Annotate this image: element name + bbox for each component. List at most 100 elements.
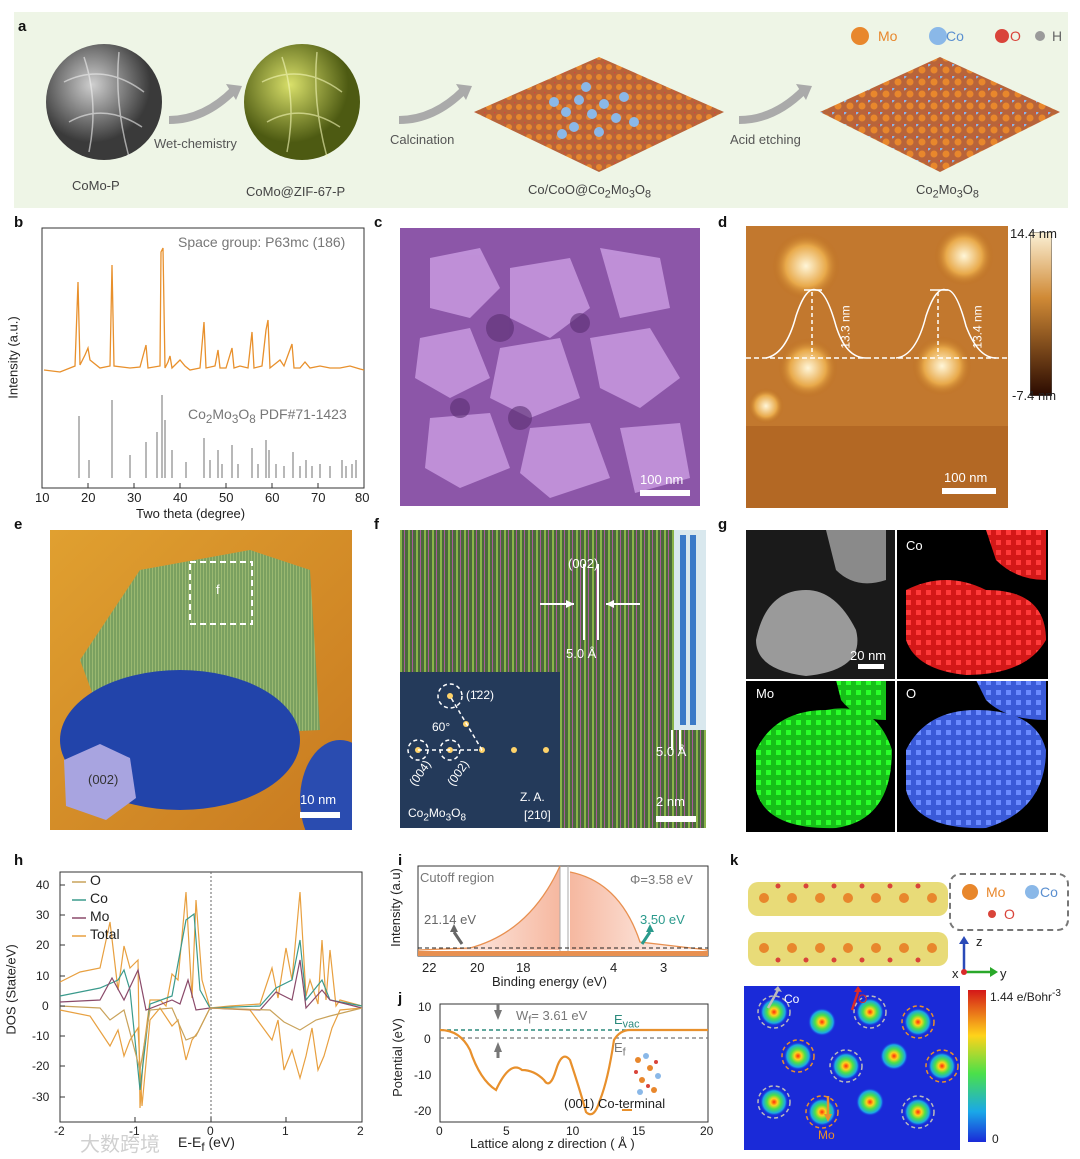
j-ytick-m20: -20 (414, 1104, 432, 1118)
b-xtick-40: 40 (173, 490, 188, 505)
k-legend-box (949, 873, 1069, 931)
b-ylabel: Intensity (a.u.) (5, 316, 21, 399)
j-xtick-20: 20 (700, 1124, 714, 1138)
i-phi: Φ=3.58 eV (630, 872, 693, 887)
k-charge-density (744, 986, 960, 1150)
arrow-3 (738, 84, 812, 124)
legend-o: O (1010, 28, 1021, 44)
k-axis-y: y (1000, 966, 1007, 981)
watermark: 大数跨境 (80, 1134, 160, 1156)
h-xtick-0: 0 (207, 1124, 214, 1138)
j-wf: Wf= 3.61 eV (516, 1008, 588, 1027)
i-xtick-18: 18 (516, 960, 531, 975)
step-acid-etching: Acid etching (730, 132, 801, 147)
stage-co2mo3o8: Co2Mo3O8 (916, 182, 979, 201)
h-legend-mo: Mo (90, 908, 110, 924)
f-za: Z. A. (520, 790, 545, 804)
panel-f-label: f (374, 516, 379, 533)
b-xtick-50: 50 (219, 490, 234, 505)
i-val-2: 3.50 eV (640, 912, 685, 927)
panel-j-label: j (398, 990, 403, 1007)
d-cbar-min: -7.4 nm (1012, 388, 1057, 403)
h-xtick-m1: -1 (129, 1124, 140, 1138)
i-xtick-3: 3 (660, 960, 668, 975)
k-colorbar (968, 990, 986, 1142)
j-ylabel: Potential (eV) (389, 1018, 405, 1097)
panel-c-label: c (374, 214, 383, 231)
i-ylabel: Intensity (a.u) (387, 868, 403, 947)
j-ef: Ef (614, 1040, 626, 1059)
como-p-sphere (46, 44, 162, 160)
panel-label: a (18, 18, 27, 35)
f-spacing-2: 5.0 Å (656, 744, 687, 759)
h-ytick-10: 10 (36, 969, 50, 983)
b-xtick-10: 10 (35, 490, 50, 505)
h-ytick-20: 20 (36, 938, 50, 952)
d-height-2: 13.4 nm (970, 305, 985, 349)
h-ytick-m30: -30 (32, 1090, 50, 1104)
j-xtick-5: 5 (503, 1124, 510, 1138)
h-legend-co: Co (90, 890, 108, 906)
g-map-o: O (906, 686, 917, 701)
j-xtick-15: 15 (632, 1124, 646, 1138)
k-cbar-min: 0 (992, 1132, 999, 1146)
d-colorbar (1030, 232, 1052, 396)
como-zif-sphere (244, 44, 360, 160)
b-xtick-60: 60 (265, 490, 280, 505)
atom-legend (851, 27, 1045, 45)
co-coo-crystal (474, 57, 724, 172)
j-curve-label: (001) Co-terminal (564, 1096, 666, 1111)
i-xlabel: Binding energy (eV) (492, 974, 607, 989)
h-ytick-40: 40 (36, 878, 50, 892)
h-xtick-2: 2 (357, 1124, 364, 1138)
f-compound: Co2Mo3O8 (408, 806, 467, 824)
j-xtick-0: 0 (436, 1124, 443, 1138)
panel-g-eds (746, 530, 1048, 832)
j-ytick-0: 0 (424, 1032, 431, 1046)
panel-k-label: k (730, 852, 739, 869)
h-ytick-30: 30 (36, 908, 50, 922)
step-wet-chemistry: Wet-chemistry (154, 136, 237, 151)
g-scalebar: 20 nm (850, 648, 887, 663)
b-pdf-ref: Co2Mo3O8 PDF#71-1423 (188, 406, 347, 426)
arrow-1 (168, 84, 242, 124)
k-legend-o: O (1004, 906, 1015, 922)
stage-co-coo: Co/CoO@Co2Mo3O8 (528, 182, 652, 201)
h-legend-o: O (90, 872, 101, 888)
panel-i-label: i (398, 852, 403, 869)
b-xtick-70: 70 (311, 490, 326, 505)
k-axis-z: z (976, 934, 983, 949)
e-scalebar: 10 nm (300, 792, 337, 807)
step-calcination: Calcination (390, 132, 455, 147)
k-axis-x: x (952, 966, 959, 981)
h-ytick-0: 0 (42, 999, 49, 1013)
i-xtick-20: 20 (470, 960, 485, 975)
f-spot-122: (1̄22) (466, 688, 495, 702)
panel-h-dos (59, 871, 363, 1123)
f-za-dir: [210] (524, 808, 551, 822)
h-xlabel: E-Ef (eV) (178, 1134, 235, 1154)
panel-f-hrtem (400, 530, 706, 828)
panel-c-sem (400, 228, 700, 506)
panel-e-tem (50, 530, 352, 830)
j-ytick-m10: -10 (414, 1068, 432, 1082)
h-xtick-m2: -2 (54, 1124, 65, 1138)
i-region: Cutoff region (420, 870, 495, 885)
panel-d-label: d (718, 214, 728, 231)
k-arrow-co: Co (784, 992, 800, 1006)
c-scalebar: 100 nm (640, 472, 684, 487)
g-map-co: Co (906, 538, 923, 553)
d-scalebar: 100 nm (944, 470, 988, 485)
panel-i-ups (417, 865, 709, 957)
arrow-2 (398, 84, 472, 124)
k-legend-co: Co (1040, 884, 1058, 900)
b-xlabel: Two theta (degree) (136, 506, 246, 521)
h-ytick-m10: -10 (32, 1029, 50, 1043)
i-xtick-4: 4 (610, 960, 618, 975)
i-val-1: 21.14 eV (424, 912, 477, 927)
panel-g-label: g (718, 516, 728, 533)
panel-a: a Mo Co O H (14, 12, 1068, 208)
g-map-mo: Mo (756, 686, 775, 701)
h-xtick-1: 1 (282, 1124, 289, 1138)
k-axes (959, 936, 998, 977)
